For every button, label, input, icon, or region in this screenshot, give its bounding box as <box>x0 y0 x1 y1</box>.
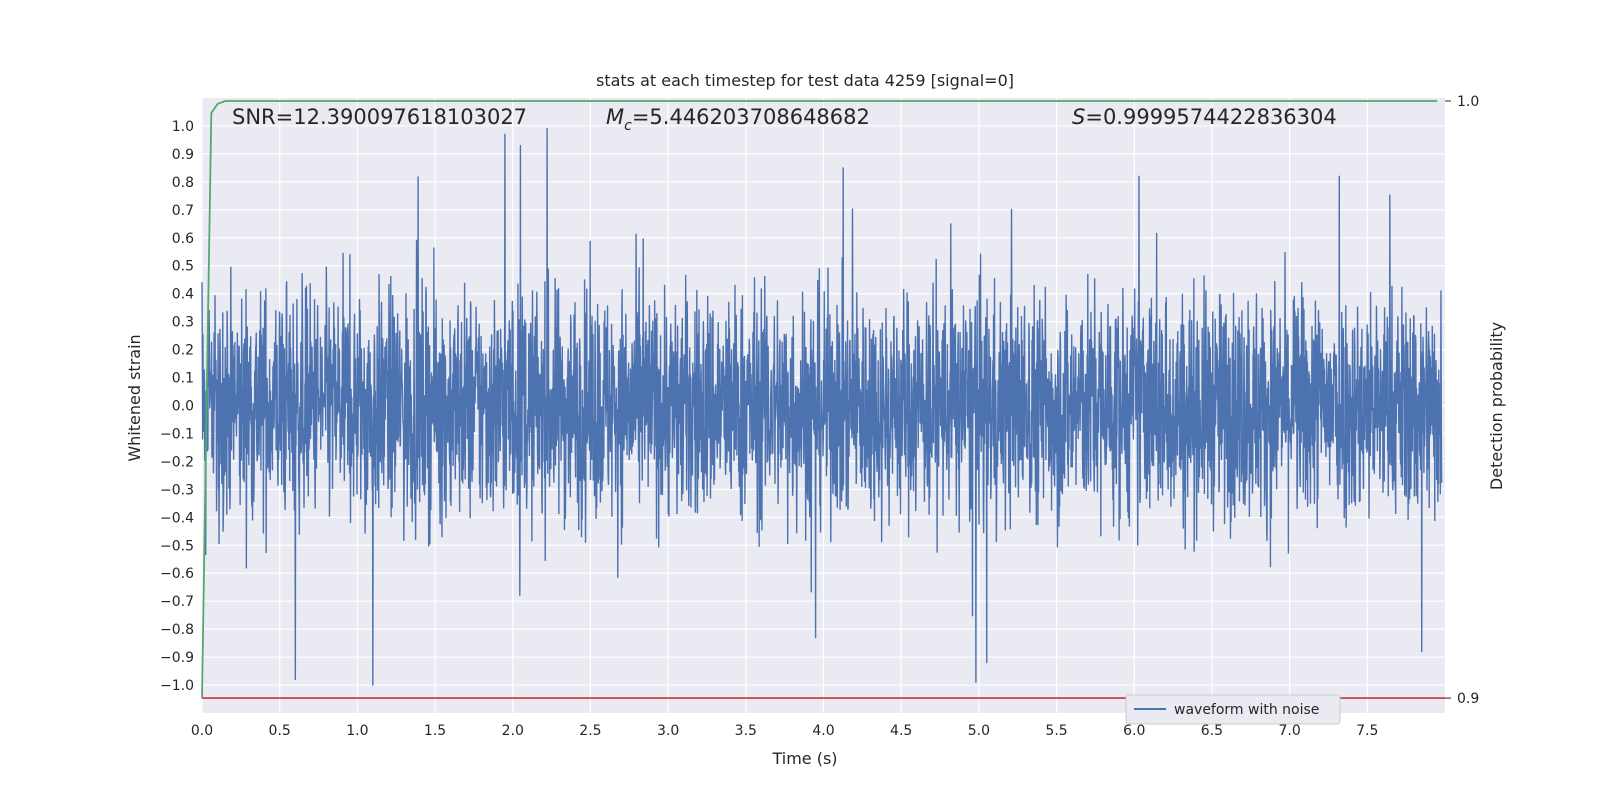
x-tick-label: 0.5 <box>269 723 291 739</box>
legend: waveform with noise <box>1125 694 1341 725</box>
snr-annotation: SNR=12.390097618103027 <box>232 105 527 129</box>
y-tick-label: 0.3 <box>172 315 194 331</box>
x-tick-label: 5.5 <box>1045 723 1067 739</box>
detection-probability-line <box>201 100 1438 699</box>
x-axis-ticks: 0.0 0.5 1.0 1.5 2.0 2.5 3.0 3.5 4.0 4.5 5.0 5.5 6.0 6… <box>191 723 1379 739</box>
chirp-mass-value: =5.446203708648682 <box>632 105 870 129</box>
y-tick-label: 0.1 <box>172 371 194 387</box>
series-waveform-with-noise <box>201 128 1443 686</box>
waveform-line <box>201 128 1443 686</box>
y2-axis-label: Detection probability <box>1487 322 1506 490</box>
s-annotation: S=0.9999574422836304 <box>1072 105 1337 129</box>
y-tick-label: −0.2 <box>160 454 194 470</box>
x-tick-label: 6.5 <box>1201 723 1223 739</box>
x-tick-label: 1.5 <box>424 723 446 739</box>
y-tick-label: 0.6 <box>172 231 194 247</box>
chirp-mass-annotation: Mc=5.446203708648682 <box>606 105 870 134</box>
y-axis-label: Whitened strain <box>125 334 144 461</box>
y-tick-label: 0.8 <box>172 175 194 191</box>
y-tick-label: 0.0 <box>172 399 194 415</box>
chirp-mass-subscript: c <box>624 118 632 134</box>
x-tick-label: 7.5 <box>1356 723 1378 739</box>
y-tick-label: 0.9 <box>172 147 194 163</box>
y2-tick-label: 0.9 <box>1457 691 1479 707</box>
x-tick-label: 0.0 <box>191 723 213 739</box>
x-tick-label: 2.5 <box>579 723 601 739</box>
x-axis-label: Time (s) <box>771 749 837 768</box>
legend-box <box>1125 694 1341 725</box>
y-tick-label: −0.7 <box>160 594 194 610</box>
x-tick-label: 3.5 <box>735 723 757 739</box>
x-tick-label: 1.0 <box>346 723 368 739</box>
x-tick-label: 6.0 <box>1123 723 1145 739</box>
y2-tick-label: 1.0 <box>1457 94 1479 110</box>
y2-axis-ticks: 1.0 0.9 <box>1445 94 1479 707</box>
y-tick-label: −0.1 <box>160 426 194 442</box>
legend-label-waveform: waveform with noise <box>1174 702 1319 718</box>
x-tick-label: 4.5 <box>890 723 912 739</box>
y-tick-label: 1.0 <box>172 119 194 135</box>
x-tick-label: 2.0 <box>502 723 524 739</box>
y-tick-label: 0.7 <box>172 203 194 219</box>
chirp-mass-symbol: M <box>606 105 624 129</box>
x-tick-label: 4.0 <box>812 723 834 739</box>
y-tick-label: −1.0 <box>160 678 194 694</box>
y-axis-ticks: 1.0 0.9 0.8 0.7 0.6 0.5 0.4 0.3 0.2 0.1 0.0 −0.1 −0.… <box>160 119 194 694</box>
y-tick-label: −0.8 <box>160 622 194 638</box>
y-tick-label: −0.9 <box>160 650 194 666</box>
x-tick-label: 3.0 <box>657 723 679 739</box>
y-tick-label: −0.4 <box>160 510 194 526</box>
y-tick-label: −0.5 <box>160 538 194 554</box>
x-tick-label: 5.0 <box>968 723 990 739</box>
s-value: =0.9999574422836304 <box>1085 105 1336 129</box>
y-tick-label: −0.3 <box>160 482 194 498</box>
y-tick-label: 0.5 <box>172 259 194 275</box>
y-tick-label: 0.4 <box>172 287 194 303</box>
x-tick-label: 7.0 <box>1278 723 1300 739</box>
s-symbol: S <box>1072 105 1085 129</box>
y-tick-label: 0.2 <box>172 343 194 359</box>
y-tick-label: −0.6 <box>160 566 194 582</box>
chart-title: stats at each timestep for test data 425… <box>596 71 1014 90</box>
